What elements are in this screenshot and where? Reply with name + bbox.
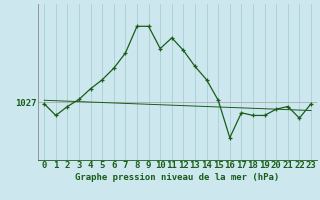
X-axis label: Graphe pression niveau de la mer (hPa): Graphe pression niveau de la mer (hPa) [76,173,280,182]
